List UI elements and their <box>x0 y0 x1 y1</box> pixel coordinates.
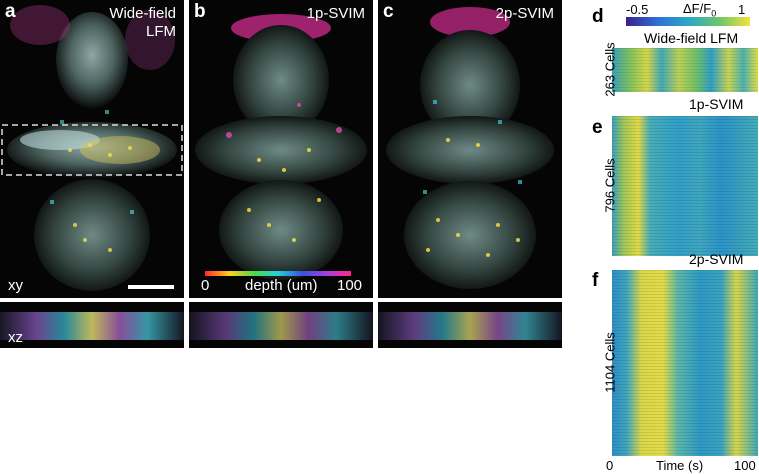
panel-a-mode-line2: LFM <box>146 23 176 40</box>
scale-bar <box>128 285 174 289</box>
brain-image-a <box>1 5 183 291</box>
time-axis-end: 100 <box>734 458 756 473</box>
panel-letter-d: d <box>592 6 604 27</box>
panel-a-wide-field-lfm: a Wide-field LFM xy <box>0 0 184 298</box>
depth-label: depth (um) <box>245 277 318 294</box>
time-axis-start: 0 <box>606 458 614 473</box>
panel-a-mode-line1: Wide-field <box>109 5 176 22</box>
heatmap-e <box>612 116 758 256</box>
panel-b-xz-view <box>189 302 373 348</box>
panel-letter-c: c <box>383 1 394 22</box>
heatmap-d <box>612 48 758 92</box>
heatmap-e-title: 1p-SVIM <box>689 96 744 112</box>
colorbar-label-main: ΔF/F <box>683 1 712 16</box>
xz-image-a <box>0 312 184 340</box>
time-axis-label: Time (s) <box>656 458 704 473</box>
xz-image-c <box>378 312 562 340</box>
panel-letter-f: f <box>592 270 599 291</box>
depth-min-label: 0 <box>201 277 210 294</box>
panel-a-mode-title: Wide-field LFM <box>109 5 176 41</box>
panel-c-xz-view <box>378 302 562 348</box>
brain-image-c <box>386 7 554 289</box>
heatmap-e-ylabel: 796 Cells <box>602 158 618 213</box>
panel-c-2p-svim: c 2p-SVIM <box>378 0 562 298</box>
panel-c-mode-title: 2p-SVIM <box>495 5 554 22</box>
xz-image-b <box>189 312 373 340</box>
view-label-xy: xy <box>8 277 23 294</box>
view-label-xz: xz <box>8 329 23 346</box>
depth-colorbar <box>205 271 351 276</box>
panel-letter-a: a <box>5 1 16 22</box>
roi-dashed-box <box>1 124 183 176</box>
heatmap-d-title: Wide-field LFM <box>644 30 739 46</box>
panel-b-1p-svim: b 1p-SVIM 0 depth (um) 100 <box>189 0 373 298</box>
colorbar-label-sub: 0 <box>711 8 717 19</box>
brain-image-b <box>195 14 367 280</box>
heatmap-f-ylabel: 1104 Cells <box>602 332 618 393</box>
panel-letter-e: e <box>592 117 603 138</box>
colorbar-gradient <box>626 17 750 26</box>
panel-b-mode-title: 1p-SVIM <box>306 5 365 22</box>
colorbar-max-label: 1 <box>738 2 746 17</box>
colorbar-label: ΔF/F0 <box>683 1 716 19</box>
heatmap-f-title: 2p-SVIM <box>689 251 744 267</box>
panel-a-xz-view: xz <box>0 302 184 348</box>
heatmap-d-ylabel: 263 Cells <box>602 42 618 97</box>
heatmap-f <box>612 270 758 456</box>
depth-max-label: 100 <box>337 277 363 294</box>
panel-letter-b: b <box>194 1 206 22</box>
colorbar-min-label: -0.5 <box>626 2 649 17</box>
